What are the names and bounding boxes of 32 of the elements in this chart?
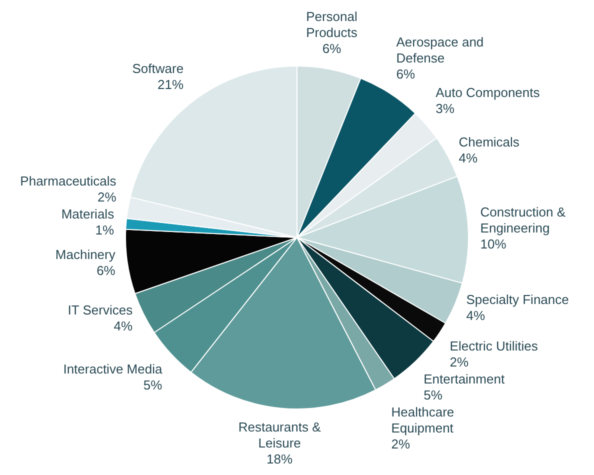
slice-label: Interactive Media — [63, 362, 163, 377]
data-label: 5% — [143, 378, 163, 393]
data-label: 6% — [396, 66, 416, 82]
slice-label: Restaurants & Leisure — [238, 420, 322, 451]
slice-label: Materials — [61, 206, 115, 222]
data-label: 4% — [114, 318, 134, 334]
data-label: 2% — [97, 190, 117, 205]
slice-label: Chemicals — [458, 134, 520, 150]
data-label: 2% — [450, 354, 470, 370]
slice-label: Healthcare Equipment — [391, 404, 454, 436]
slice-label: Pharmaceuticals — [20, 174, 117, 189]
slice-label: Aerospace and Defense — [396, 34, 484, 66]
slice-label: IT Services — [68, 302, 134, 318]
slice-label: Machinery — [55, 247, 116, 262]
data-label: 5% — [424, 388, 443, 403]
data-label: 6% — [96, 263, 116, 278]
slice-label: Electric Utilities — [450, 338, 538, 354]
data-label: 21% — [158, 76, 184, 92]
data-label: 4% — [466, 308, 486, 323]
data-label: 2% — [391, 436, 410, 452]
data-label: 3% — [436, 100, 455, 116]
data-label: 6% — [322, 40, 342, 56]
slice-label: Construction & Engineering — [480, 204, 566, 236]
data-label: 4% — [458, 150, 478, 166]
slice-label: Software — [132, 60, 184, 76]
slice-label: Auto Components — [436, 84, 540, 100]
data-label: 10% — [480, 236, 507, 252]
slice-label: Personal Products — [306, 8, 358, 40]
slice-label: Entertainment — [424, 372, 505, 387]
data-label: 18% — [266, 452, 293, 467]
data-label: 1% — [95, 222, 115, 238]
slice-label: Specialty Finance — [466, 292, 569, 307]
